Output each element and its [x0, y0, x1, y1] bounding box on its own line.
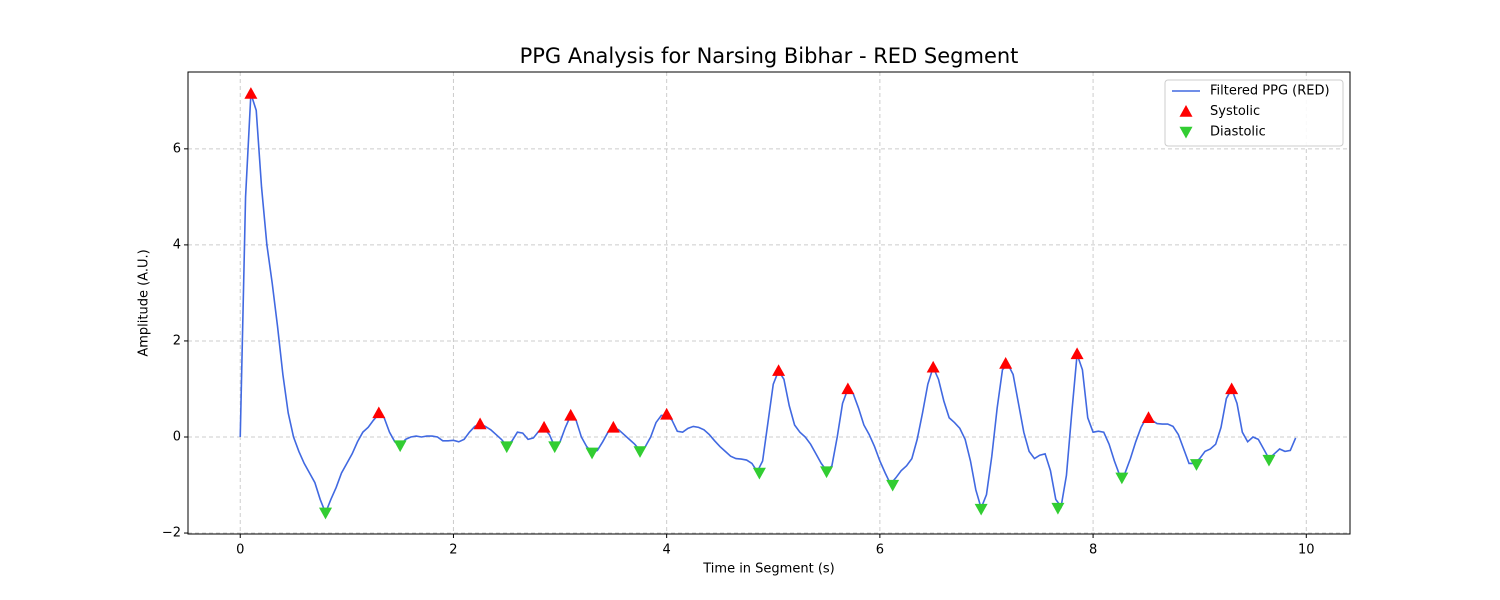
plot-area [187, 71, 1351, 535]
x-tick-label: 6 [876, 543, 884, 558]
y-tick-label: 0 [173, 429, 181, 444]
y-tick-label: 6 [173, 141, 181, 156]
systolic-marker [606, 420, 620, 433]
x-tick-label: 2 [449, 543, 457, 558]
diastolic-marker [1115, 472, 1129, 485]
systolic-marker [372, 406, 386, 419]
systolic-marker [926, 360, 940, 373]
x-axis-label: Time in Segment (s) [702, 562, 834, 577]
diastolic-marker [752, 467, 766, 480]
systolic-marker [1225, 382, 1239, 395]
legend-swatch [1179, 105, 1193, 117]
systolic-marker [244, 87, 258, 99]
diastolic-marker [548, 441, 562, 454]
diastolic-marker [974, 503, 988, 516]
diastolic-marker [500, 441, 514, 454]
diastolic-marker [1189, 459, 1203, 471]
diastolic-marker [1051, 502, 1065, 515]
diastolic-marker [886, 479, 900, 492]
diastolic-marker [1262, 454, 1276, 467]
legend-label: Filtered PPG (RED) [1210, 84, 1330, 99]
systolic-marker [841, 382, 855, 395]
systolic-marker [537, 420, 551, 433]
diastolic-marker [393, 440, 407, 453]
y-tick-label: 2 [173, 333, 181, 348]
legend-label: Diastolic [1210, 125, 1266, 140]
systolic-marker [1142, 411, 1156, 423]
y-tick-label: −2 [162, 526, 181, 541]
systolic-marker [772, 364, 786, 376]
chart-title: PPG Analysis for Narsing Bibhar - RED Se… [520, 44, 1019, 68]
x-tick-label: 0 [236, 543, 244, 558]
diastolic-marker [633, 446, 647, 458]
y-axis-label: Amplitude (A.U.) [137, 249, 152, 356]
legend [1164, 79, 1344, 147]
diastolic-marker [319, 507, 333, 520]
y-tick-label: 4 [173, 237, 181, 252]
legend-swatch [1179, 126, 1193, 139]
systolic-marker [999, 357, 1013, 369]
systolic-marker [660, 407, 674, 420]
systolic-marker [1070, 347, 1084, 360]
x-tick-label: 8 [1089, 543, 1097, 558]
diastolic-marker [585, 447, 599, 460]
x-tick-label: 10 [1298, 543, 1315, 558]
legend-label: Systolic [1210, 104, 1260, 119]
x-tick-label: 4 [663, 543, 671, 558]
diastolic-marker [820, 466, 834, 479]
systolic-marker [564, 408, 578, 421]
systolic-marker [473, 417, 487, 430]
